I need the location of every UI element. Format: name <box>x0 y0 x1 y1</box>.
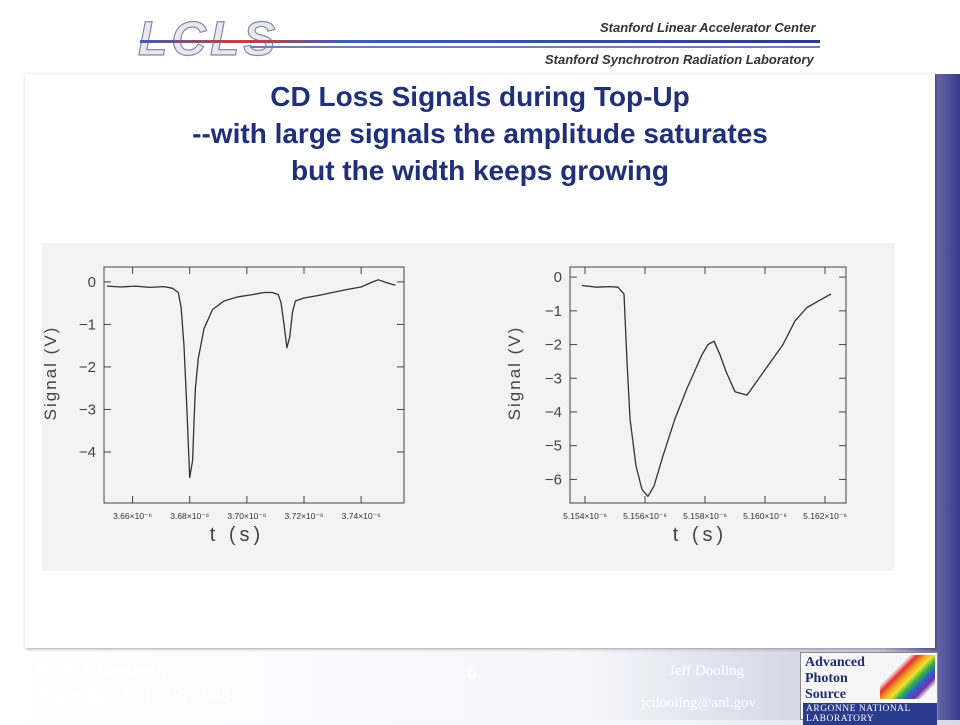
y-tick-label: −2 <box>545 337 562 354</box>
plot-frame-2 <box>569 266 847 504</box>
x-tick-label: 3.66×10⁻⁶ <box>113 511 152 521</box>
x-tick-label: 3.68×10⁻⁶ <box>170 511 209 521</box>
aps-logo-line-1: Advanced <box>805 655 865 670</box>
y-tick-label: −2 <box>79 359 96 376</box>
footer-date: Thursday June 19, 2008 <box>36 685 231 706</box>
aps-rainbow <box>880 655 935 699</box>
slide-title: CD Loss Signals during Top-Up --with lar… <box>60 78 900 189</box>
ssrl-label: Stanford Synchrotron Radiation Laborator… <box>545 52 814 67</box>
x-tick-label: 5.154×10⁻⁶ <box>563 511 607 521</box>
x-tick-label: 3.74×10⁻⁶ <box>342 511 381 521</box>
x-tick-label: 5.162×10⁻⁶ <box>803 511 847 521</box>
x-tick-label: 5.156×10⁻⁶ <box>623 511 667 521</box>
footer-title: BLM Diagnostic <box>36 660 170 681</box>
charts-svg: 0 −1 −2 −3 −4 3.66×10⁻⁶ 3.68×10⁻⁶ 3.70×10⁻⁶ 3.72… <box>41 266 847 546</box>
signal-trace-2 <box>581 284 832 497</box>
slac-label: Stanford Linear Accelerator Center <box>600 20 816 35</box>
y-tick-label: −6 <box>545 471 562 488</box>
title-line-3: but the width keeps growing <box>291 155 669 186</box>
title-line-2: --with large signals the amplitude satur… <box>192 118 768 149</box>
x-tick-label: 3.72×10⁻⁶ <box>285 511 324 521</box>
x-axis-label: t (s) <box>673 524 727 546</box>
title-line-1: CD Loss Signals during Top-Up <box>270 81 690 112</box>
y-tick-label: −1 <box>545 303 562 320</box>
argonne-label: ARGONNE NATIONAL LABORATORY <box>803 703 937 725</box>
y-tick-label: −3 <box>545 370 562 387</box>
signal-trace-1 <box>106 279 396 479</box>
y-tick-label: −1 <box>79 316 96 333</box>
header-rule-2 <box>250 46 820 48</box>
x-tick-label: 3.70×10⁻⁶ <box>227 511 266 521</box>
y-tick-label: 0 <box>554 269 562 286</box>
x-tick-label: 5.158×10⁻⁶ <box>683 511 727 521</box>
x-tick-label: 5.160×10⁻⁶ <box>743 511 787 521</box>
header-banner: LCLS Stanford Linear Accelerator Center … <box>0 0 960 74</box>
lcls-logo: LCLS <box>137 12 280 66</box>
y-tick-label: −4 <box>79 444 96 461</box>
author-email: jcdooling@anl.gov <box>641 695 757 711</box>
x-axis-label: t (s) <box>210 524 264 546</box>
aps-logo: Advanced Photon Source ARGONNE NATIONAL … <box>800 652 938 725</box>
y-tick-label: −4 <box>545 404 562 421</box>
aps-logo-line-3: Source <box>805 687 846 702</box>
header-rule <box>140 40 820 43</box>
plot-frame-1 <box>103 266 405 504</box>
footer-left: BLM Diagnostic Thursday June 19, 2008 <box>36 658 230 708</box>
author-name: Jeff Dooling <box>669 663 745 679</box>
y-axis-label: Signal (V) <box>42 326 60 421</box>
page-number: 6 <box>467 663 477 682</box>
aps-logo-line-2: Photon <box>805 671 848 686</box>
figure-panel: 0 −1 −2 −3 −4 3.66×10⁻⁶ 3.68×10⁻⁶ 3.70×10⁻⁶ 3.72… <box>41 243 895 571</box>
y-tick-label: 0 <box>88 274 96 291</box>
y-axis-label: Signal (V) <box>505 326 524 421</box>
y-tick-label: −3 <box>79 401 96 418</box>
y-tick-label: −5 <box>545 438 562 455</box>
